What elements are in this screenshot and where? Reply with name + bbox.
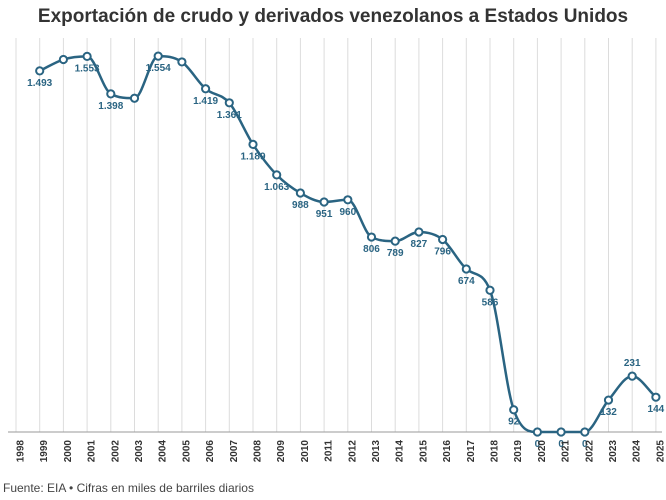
x-tick-label-2008: 2008 [253, 440, 264, 463]
data-point-2005 [177, 57, 187, 67]
x-tick-label-2017: 2017 [466, 440, 477, 463]
x-tick-label-2018: 2018 [490, 440, 501, 463]
x-tick-label-2011: 2011 [324, 440, 335, 462]
x-tick-label-2025: 2025 [655, 440, 666, 463]
source-note: Fuente: EIA • Cifras en miles de barrile… [3, 481, 254, 495]
data-point-2019 [509, 405, 519, 415]
x-tick-label-2024: 2024 [632, 440, 643, 463]
data-point-2024 [627, 371, 637, 381]
data-label-2013: 806 [363, 244, 380, 255]
x-tick-label-2021: 2021 [561, 440, 572, 463]
x-tick-label-2016: 2016 [442, 440, 453, 463]
data-label-2002: 1.398 [98, 101, 123, 112]
grid-layer [8, 38, 662, 433]
x-tick-label-2014: 2014 [395, 440, 406, 463]
data-label-2021: 0 [558, 439, 564, 450]
data-label-2022: 0 [582, 439, 588, 450]
data-point-2007 [224, 98, 234, 108]
data-label-2011: 951 [316, 209, 333, 220]
data-label-2006: 1.419 [193, 96, 218, 107]
data-point-2009 [272, 170, 282, 180]
data-label-2010: 988 [292, 200, 309, 211]
data-point-2001 [82, 51, 92, 61]
data-label-2016: 796 [434, 246, 451, 257]
data-point-2025 [651, 392, 661, 402]
data-point-2010 [295, 188, 305, 198]
x-tick-label-1998: 1998 [16, 440, 27, 463]
data-point-2012 [343, 195, 353, 205]
x-axis-tick-layer: 1998 1999 2000 2001 2002 2003 2004 2005 2006 2007… [16, 440, 666, 463]
x-tick-label-2001: 2001 [87, 440, 98, 463]
data-label-2009: 1.063 [264, 182, 289, 193]
chart-title: Exportación de crudo y derivados venezol… [37, 6, 629, 27]
x-tick-label-2002: 2002 [110, 440, 121, 463]
data-label-2020: 0 [535, 439, 541, 450]
data-label-2001: 1.553 [75, 63, 100, 74]
x-tick-label-2006: 2006 [205, 440, 216, 463]
data-label-2024: 231 [624, 358, 641, 369]
data-point-2018 [485, 285, 495, 295]
x-tick-label-2005: 2005 [181, 440, 192, 463]
data-label-2019: 92 [508, 417, 520, 428]
data-label-2017: 674 [458, 276, 475, 287]
x-tick-label-2015: 2015 [418, 440, 429, 463]
data-point-2004 [153, 51, 163, 61]
x-tick-label-2010: 2010 [300, 440, 311, 463]
data-point-1999 [35, 66, 45, 76]
x-tick-label-2019: 2019 [513, 440, 524, 463]
data-label-1999: 1.493 [27, 78, 52, 89]
data-label-2008: 1.189 [240, 151, 265, 162]
x-tick-label-2020: 2020 [537, 440, 548, 463]
data-label-layer: 1.493 1.553 1.398 1.554 1.419 1.361 1.189 1.063… [27, 63, 664, 450]
data-label-2015: 827 [411, 239, 428, 250]
data-point-2013 [366, 232, 377, 242]
data-point-2003 [129, 93, 140, 103]
data-label-2012: 960 [339, 207, 356, 218]
data-label-2004: 1.554 [146, 63, 171, 74]
x-tick-label-1999: 1999 [39, 440, 50, 463]
data-point-2000 [58, 54, 69, 65]
data-label-2025: 144 [648, 404, 665, 415]
data-point-2023 [603, 395, 614, 405]
data-point-2016 [438, 234, 448, 245]
x-tick-label-2007: 2007 [229, 440, 240, 463]
data-point-2008 [248, 139, 258, 150]
data-label-2018: 586 [482, 297, 499, 308]
x-tick-label-2009: 2009 [276, 440, 287, 463]
x-tick-label-2013: 2013 [371, 440, 382, 463]
data-point-2021 [556, 427, 566, 437]
data-label-2023: 132 [600, 407, 617, 418]
x-tick-label-2003: 2003 [134, 440, 145, 463]
data-point-2022 [580, 427, 590, 437]
data-label-2007: 1.361 [217, 110, 242, 121]
data-point-2017 [461, 264, 471, 274]
x-tick-label-2004: 2004 [158, 440, 169, 463]
data-point-2015 [414, 227, 424, 237]
x-tick-label-2022: 2022 [584, 440, 595, 463]
data-point-2011 [319, 197, 329, 207]
data-point-2020 [532, 427, 543, 437]
data-point-2014 [390, 236, 400, 246]
point-layer [35, 51, 661, 437]
data-point-2002 [106, 89, 116, 99]
data-point-2006 [201, 84, 211, 94]
x-tick-label-2023: 2023 [608, 440, 619, 463]
data-label-2014: 789 [387, 248, 404, 259]
x-tick-label-2012: 2012 [347, 440, 358, 463]
x-tick-label-2000: 2000 [63, 440, 74, 463]
